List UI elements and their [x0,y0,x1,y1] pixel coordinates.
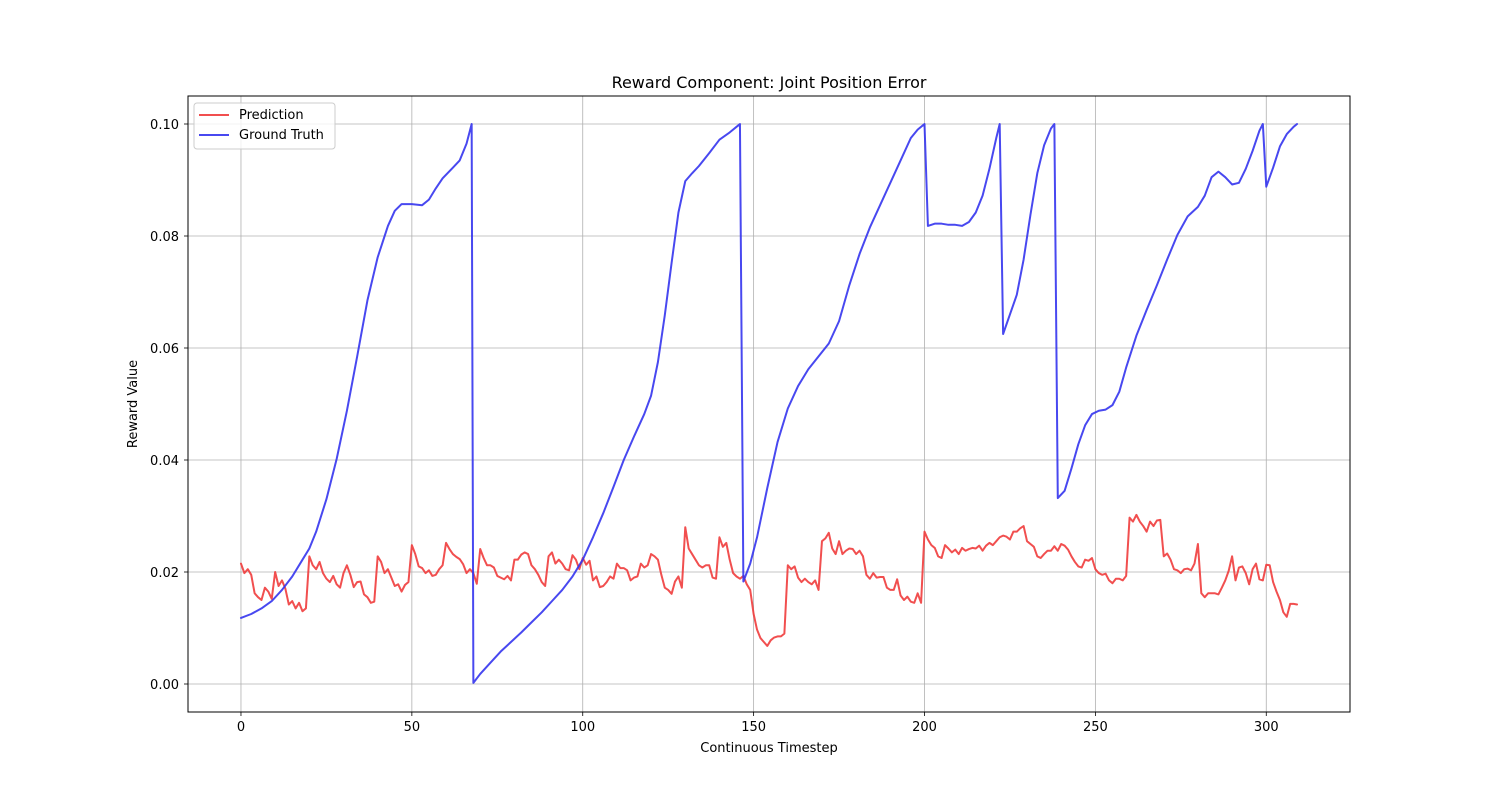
plot-frame [187,95,1351,713]
y-tick-label: 0.06 [150,342,179,357]
series-line-ground-truth [239,123,1299,684]
grid [188,96,1350,712]
x-tick-label: 200 [912,720,937,735]
x-tick-label: 300 [1254,720,1279,735]
legend-box [193,102,336,150]
chart-title: Reward Component: Joint Position Error [612,73,927,92]
y-tick-label: 0.08 [150,230,179,245]
x-tick-label: 50 [404,720,421,735]
y-tick-label: 0.02 [150,566,179,581]
x-tick-label: 250 [1083,720,1108,735]
x-tick-label: 150 [741,720,766,735]
legend: Prediction Ground Truth [193,102,336,150]
y-axis-label: Reward Value [126,360,141,448]
ticks: 0 50 100 150 200 250 300 0.00 0.02 0.04 0.06 0.08 0.… [150,118,1279,735]
series-layer [239,123,1299,684]
legend-label-prediction: Prediction [239,108,304,123]
y-tick-label: 0.04 [150,454,179,469]
x-tick-label: 100 [570,720,595,735]
y-tick-label: 0.10 [150,118,179,133]
x-tick-label: 0 [237,720,245,735]
x-axis-label: Continuous Timestep [700,741,838,756]
y-tick-label: 0.00 [150,678,179,693]
legend-label-ground-truth: Ground Truth [239,128,324,143]
series-line-prediction [239,513,1299,647]
